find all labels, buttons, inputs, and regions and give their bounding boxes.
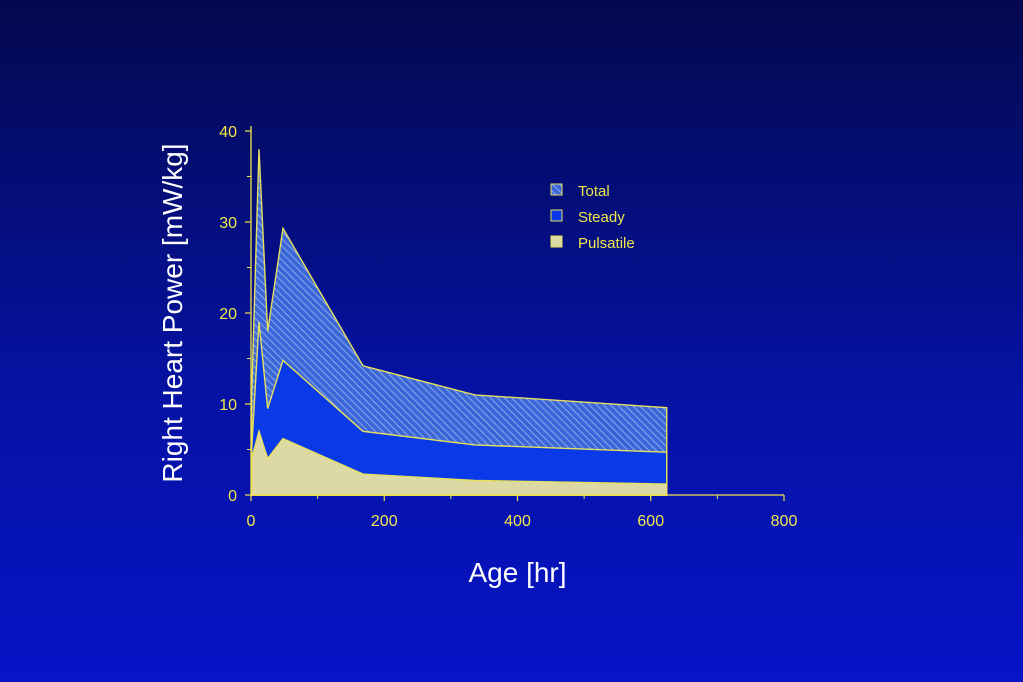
y-tick-label: 10 [219,397,237,414]
x-tick-label: 0 [247,513,256,530]
area-total [250,149,668,496]
y-tick-label: 0 [228,488,237,505]
x-axis-title: Age [hr] [468,557,566,588]
y-tick-label: 30 [219,215,237,232]
legend-swatch-pulsatile [550,235,563,248]
y-axis-title: Right Heart Power [mW/kg] [157,143,188,482]
legend: Total Steady Pulsatile [550,183,635,252]
legend-label-steady: Steady [578,209,625,226]
x-tick-label: 400 [504,513,531,530]
legend-label-total: Total [578,183,610,200]
x-tick-label: 200 [371,513,398,530]
area-pulsatile [250,428,668,496]
plot-areas [250,149,668,496]
x-tick-label: 600 [637,513,664,530]
y-tick-label: 20 [219,306,237,323]
legend-label-pulsatile: Pulsatile [578,235,635,252]
y-tick-label: 40 [219,124,237,141]
area-steady [250,322,668,496]
legend-swatch-total [550,183,563,196]
x-tick-label: 800 [771,513,798,530]
legend-swatch-steady [550,209,563,222]
